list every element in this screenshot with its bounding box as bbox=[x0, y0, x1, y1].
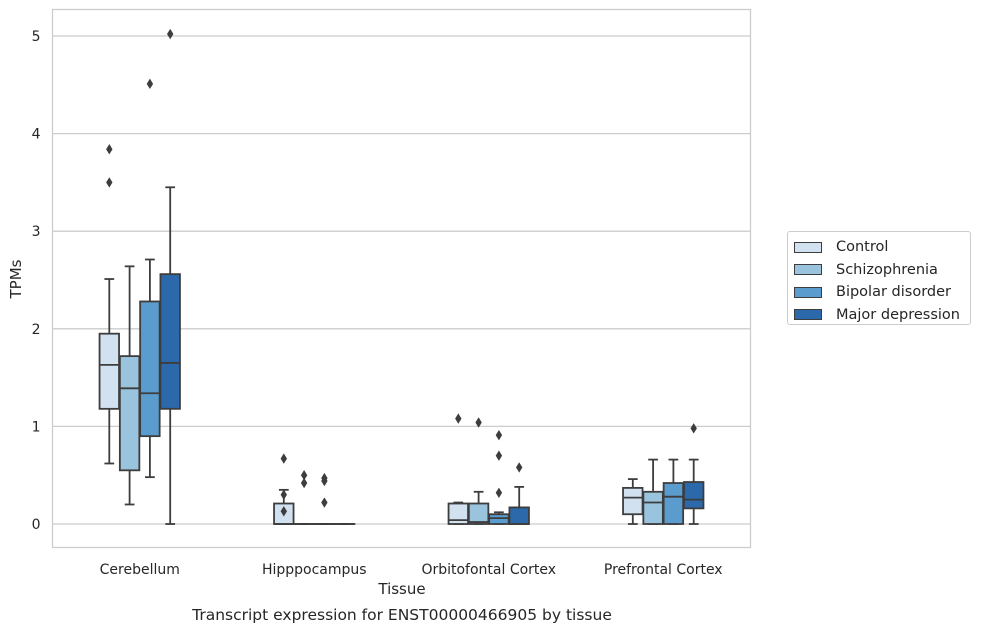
x-tick-label: Cerebellum bbox=[100, 562, 180, 578]
box-2-0 bbox=[447, 413, 469, 525]
box-2-3 bbox=[508, 462, 530, 525]
box-0-3 bbox=[159, 28, 181, 525]
x-tick-label: Hipppocampus bbox=[262, 562, 367, 578]
box-0-0 bbox=[98, 144, 120, 465]
box-3-0 bbox=[622, 478, 644, 525]
x-tick-label: Prefrontal Cortex bbox=[604, 562, 723, 578]
y-tick-label: 2 bbox=[32, 322, 41, 338]
outlier-point bbox=[455, 413, 462, 424]
outlier-point bbox=[495, 429, 503, 441]
box-series bbox=[98, 28, 705, 525]
box-body bbox=[642, 490, 664, 525]
box-3-2 bbox=[662, 458, 685, 525]
box-body bbox=[488, 513, 510, 525]
box-0-2 bbox=[139, 78, 161, 479]
outlier-point bbox=[495, 487, 503, 498]
outlier-point bbox=[106, 144, 113, 155]
outlier-point bbox=[300, 470, 308, 481]
outlier-point bbox=[690, 423, 697, 434]
outlier-point bbox=[495, 450, 503, 461]
box-body bbox=[118, 355, 141, 472]
outlier-point bbox=[280, 489, 287, 500]
figure-caption: Transcript expression for ENST0000046690… bbox=[192, 606, 612, 624]
box-body bbox=[139, 300, 161, 438]
box-body bbox=[662, 482, 685, 525]
y-tick-label: 5 bbox=[32, 29, 41, 45]
legend-label: Major depression bbox=[836, 306, 960, 323]
y-tick-label: 0 bbox=[32, 517, 41, 533]
box-body bbox=[622, 486, 644, 516]
plot-area-border bbox=[51, 8, 752, 549]
outlier-point bbox=[321, 497, 328, 508]
box-body bbox=[683, 481, 705, 510]
box-1-1 bbox=[293, 470, 315, 525]
legend-item: Schizophrenia bbox=[794, 259, 970, 282]
box-2-1 bbox=[467, 417, 490, 525]
box-0-1 bbox=[118, 265, 141, 506]
box-body bbox=[159, 273, 181, 410]
box-1-2 bbox=[313, 472, 336, 525]
outlier-point bbox=[106, 177, 113, 188]
y-tick-label: 3 bbox=[32, 224, 41, 240]
y-tick-label: 1 bbox=[32, 419, 41, 435]
outlier-point bbox=[475, 417, 482, 428]
outlier-point bbox=[516, 462, 523, 473]
box-body bbox=[98, 332, 120, 410]
box-3-1 bbox=[642, 458, 664, 525]
legend-item: Control bbox=[794, 236, 970, 259]
box-1-0 bbox=[273, 453, 295, 525]
outlier-point bbox=[300, 477, 308, 489]
legend: Control Schizophrenia Bipolar disorder Majo… bbox=[787, 231, 971, 325]
legend-swatch bbox=[794, 264, 822, 276]
box-body bbox=[467, 502, 490, 525]
outlier-point bbox=[167, 28, 174, 40]
outlier-point bbox=[280, 453, 287, 464]
legend-label: Control bbox=[836, 239, 889, 256]
x-axis-title: Tissue bbox=[377, 580, 425, 598]
outlier-point bbox=[321, 475, 328, 487]
outlier-point bbox=[280, 506, 287, 517]
legend-label: Bipolar disorder bbox=[836, 284, 951, 301]
legend-label: Schizophrenia bbox=[836, 261, 938, 278]
tick-labels: 0 1 2 3 4 5 Cerebellum Hipppocampus Orbitofontal… bbox=[32, 29, 723, 578]
box-2-2 bbox=[488, 429, 510, 525]
legend-swatch bbox=[794, 241, 822, 253]
y-tick-label: 4 bbox=[32, 127, 41, 143]
legend-item: Bipolar disorder bbox=[794, 281, 970, 304]
legend-swatch bbox=[794, 286, 822, 298]
y-axis-title: TPMs bbox=[7, 259, 25, 299]
gridlines bbox=[52, 35, 751, 525]
box-3-3 bbox=[683, 423, 705, 525]
outlier-point bbox=[146, 78, 154, 90]
x-tick-label: Orbitofontal Cortex bbox=[421, 562, 556, 578]
legend-item: Major depression bbox=[794, 304, 970, 327]
legend-swatch bbox=[794, 309, 822, 321]
box-body bbox=[508, 506, 530, 525]
